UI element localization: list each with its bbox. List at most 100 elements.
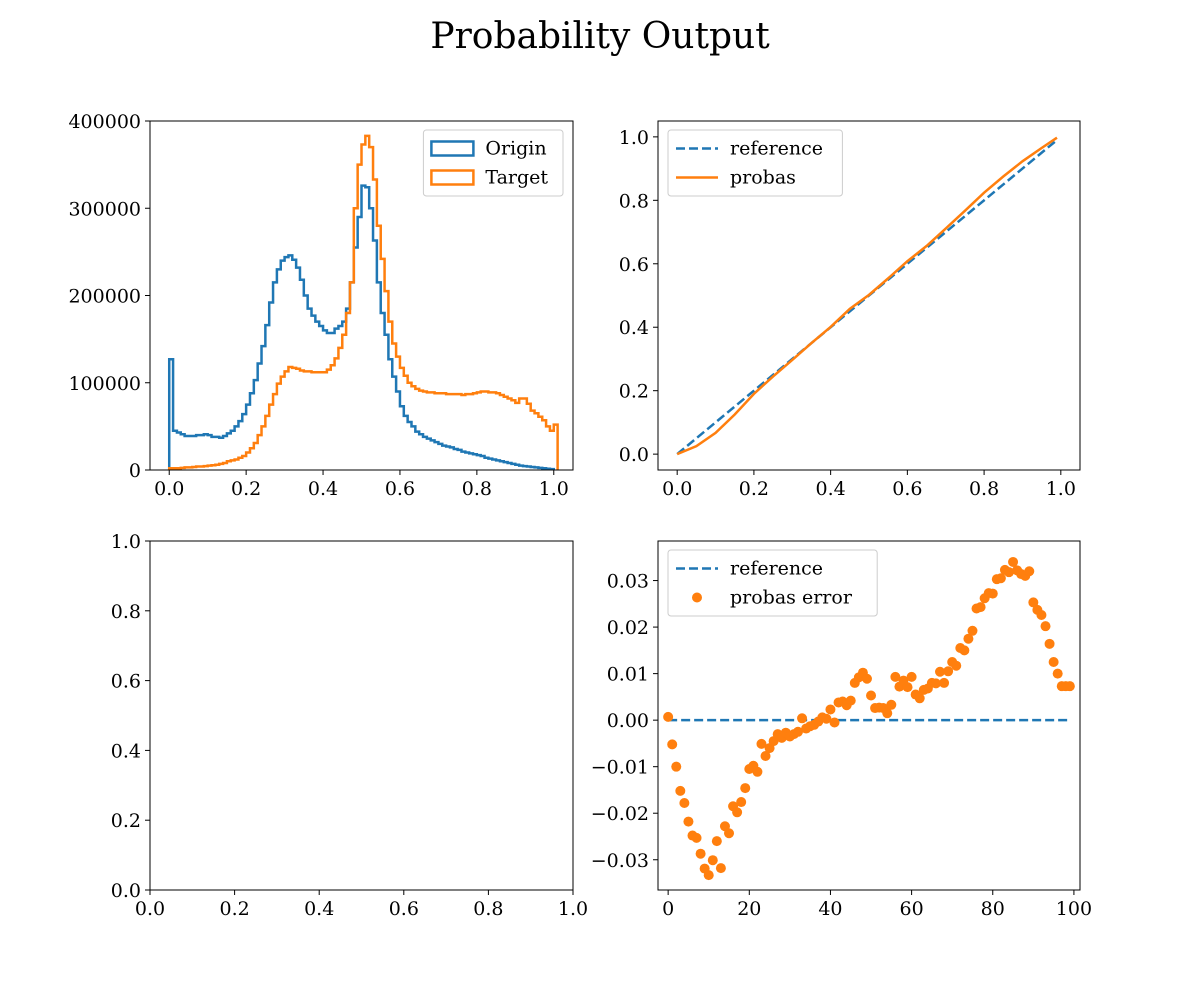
error-point xyxy=(939,677,950,688)
legend: reference probas xyxy=(667,129,843,197)
plot-area xyxy=(167,134,559,470)
error-point xyxy=(866,690,877,701)
legend: Origin Target xyxy=(422,129,564,197)
error-point xyxy=(845,695,856,706)
probas-line xyxy=(676,136,1058,456)
legend-label: Origin xyxy=(485,138,546,160)
x-tick-label: 0.6 xyxy=(385,478,415,500)
y-tick-label: 1.0 xyxy=(111,531,141,553)
error-point xyxy=(943,666,954,677)
error-point xyxy=(663,711,674,722)
error-point xyxy=(987,588,998,599)
legend-label: Target xyxy=(485,167,548,189)
x-tick-label: 0.8 xyxy=(462,478,492,500)
error-point xyxy=(1044,638,1055,649)
legend-box xyxy=(667,549,878,617)
error-point xyxy=(975,602,986,613)
error-point xyxy=(797,713,808,724)
error-point xyxy=(756,738,767,749)
error-point xyxy=(886,699,897,710)
error-point xyxy=(679,797,690,808)
error-point xyxy=(951,660,962,671)
y-tick-label: 0.6 xyxy=(111,671,141,693)
error-point xyxy=(1052,668,1063,679)
error-point xyxy=(683,816,694,827)
x-tick-label: 0.0 xyxy=(662,478,692,500)
error-point xyxy=(703,870,714,881)
error-point xyxy=(715,863,726,874)
y-tick-label: 0.8 xyxy=(111,601,141,623)
x-tick-label: 100 xyxy=(1056,898,1092,920)
error-point xyxy=(935,666,946,677)
y-tick-label: 0.2 xyxy=(619,381,649,403)
y-tick-label: 0.03 xyxy=(607,571,649,593)
y-tick-label: 0.6 xyxy=(619,254,649,276)
calibration-axes: 0.0 0.2 0.4 0.6 0.8 1.0 0.0 0.2 0.4 0.6 0.8 1.0 refe… xyxy=(619,120,1081,500)
error-point xyxy=(1003,567,1014,578)
error-point xyxy=(967,625,978,636)
x-tick-label: 1.0 xyxy=(539,478,569,500)
error-point xyxy=(752,766,763,777)
error-point xyxy=(740,783,751,794)
error-axes: 0 20 40 60 80 100 −0.03 −0.02 −0.01 0.00 0.01 0.02 0… xyxy=(591,540,1092,920)
y-tick-label: 0.2 xyxy=(111,810,141,832)
x-tick-label: 40 xyxy=(818,898,842,920)
error-point xyxy=(695,848,706,859)
error-point xyxy=(736,797,747,808)
legend-label: probas error xyxy=(730,587,853,609)
error-point xyxy=(675,785,686,796)
error-point xyxy=(792,726,803,737)
error-point xyxy=(1024,566,1035,577)
error-point xyxy=(882,708,893,719)
x-tick-label: 0.2 xyxy=(739,478,769,500)
error-point xyxy=(724,828,735,839)
x-tick-label: 0.0 xyxy=(154,478,184,500)
y-tick-label: 0.4 xyxy=(111,740,141,762)
error-point xyxy=(707,855,718,866)
histogram-target-series xyxy=(167,134,559,470)
x-tick-label: 0.6 xyxy=(892,478,922,500)
y-tick-label: 300000 xyxy=(68,198,141,220)
x-tick-label: 20 xyxy=(737,898,761,920)
x-tick-label: 0 xyxy=(662,898,674,920)
legend-label: probas xyxy=(730,167,796,189)
x-tick-label: 60 xyxy=(900,898,924,920)
error-point xyxy=(906,671,917,682)
y-tick-label: 0.0 xyxy=(111,880,141,902)
error-point xyxy=(829,717,840,728)
x-tick-label: 0.4 xyxy=(308,478,338,500)
legend-label: reference xyxy=(730,558,823,580)
y-tick-label: 0.4 xyxy=(619,317,649,339)
legend-box xyxy=(667,129,843,197)
error-point xyxy=(1008,556,1019,567)
x-tick-label: 0.0 xyxy=(135,898,165,920)
error-point xyxy=(1036,609,1047,620)
error-point xyxy=(1064,681,1075,692)
error-point xyxy=(963,633,974,644)
histogram-origin-series xyxy=(167,184,556,470)
y-tick-label: 0.0 xyxy=(619,444,649,466)
error-point xyxy=(1028,597,1039,608)
x-tick-label: 0.8 xyxy=(473,898,503,920)
x-tick-label: 80 xyxy=(981,898,1005,920)
error-point xyxy=(914,693,925,704)
x-tick-label: 0.6 xyxy=(389,898,419,920)
error-point xyxy=(890,671,901,682)
error-point xyxy=(760,750,771,761)
y-tick-label: −0.02 xyxy=(591,803,649,825)
y-tick-label: 400000 xyxy=(68,111,141,133)
error-point xyxy=(821,713,832,724)
error-point xyxy=(1048,656,1059,667)
y-tick-label: 1.0 xyxy=(619,127,649,149)
x-tick-label: 0.4 xyxy=(816,478,846,500)
y-tick-label: 0.00 xyxy=(607,710,649,732)
error-point xyxy=(902,682,913,693)
legend-swatch xyxy=(430,169,475,186)
legend-swatch xyxy=(430,140,475,157)
axes-frame xyxy=(149,540,574,891)
y-tick-label: 0.8 xyxy=(619,190,649,212)
error-point xyxy=(861,673,872,684)
x-tick-label: 0.2 xyxy=(231,478,261,500)
